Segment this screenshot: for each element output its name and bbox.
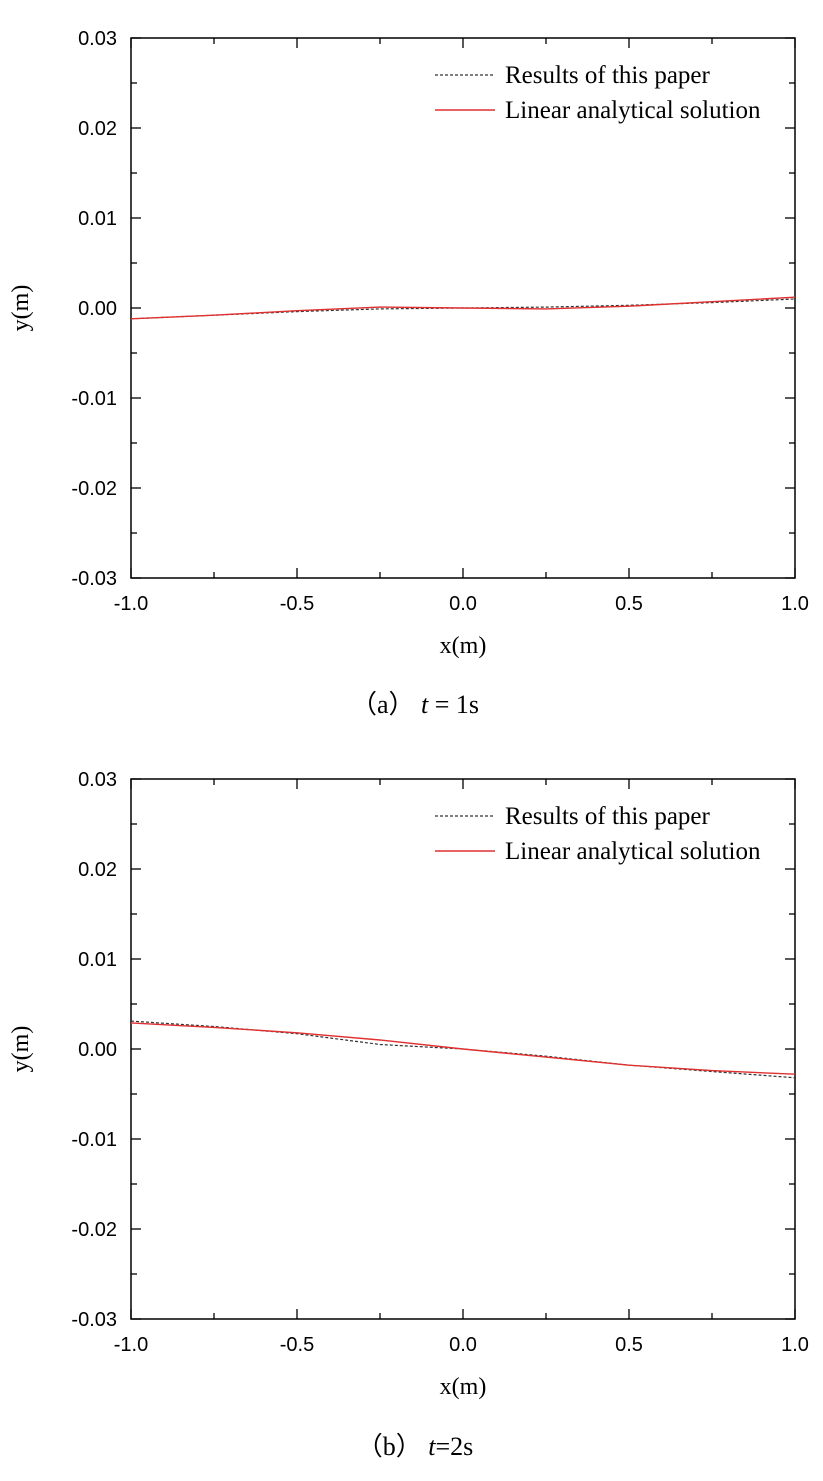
series-line-linear-analytical-solution [130, 1022, 796, 1075]
chart-panel-b: -1.0 -0.5 0.0 0.5 1.0 0.03 0.02 0.01 0.00 -0.01 -0… [8, 769, 809, 1461]
x-tick-label: 0.0 [449, 593, 477, 615]
y-tick-label: 0.03 [78, 28, 117, 50]
y-tick-label: -0.01 [71, 1129, 117, 1151]
x-tick-label: 1.0 [781, 1334, 809, 1356]
y-tick-label: -0.01 [71, 388, 117, 410]
x-tick-label: 1.0 [781, 593, 809, 615]
y-tick-label: 0.02 [78, 118, 117, 140]
legend-label: Linear analytical solution [505, 97, 761, 124]
y-tick-label: -0.03 [71, 1309, 117, 1331]
series-line-linear-analytical-solution [130, 296, 796, 320]
y-tick-label: 0.01 [78, 949, 117, 971]
y-tick-label: -0.02 [71, 478, 117, 500]
x-tick-label: -1.0 [114, 1334, 148, 1356]
x-tick-label: 0.0 [449, 1334, 477, 1356]
legend-label: Linear analytical solution [505, 838, 761, 865]
y-tick-label: -0.03 [71, 568, 117, 590]
y-tick-label: 0.00 [78, 1039, 117, 1061]
y-tick-label: 0.03 [78, 769, 117, 791]
x-tick-label: -0.5 [280, 593, 314, 615]
x-tick-label: -0.5 [280, 1334, 314, 1356]
y-tick-label: 0.01 [78, 208, 117, 230]
y-axis-label: y(m) [8, 1026, 34, 1073]
y-tick-label: 0.00 [78, 298, 117, 320]
panel-caption: （b） t=2s [357, 1432, 474, 1461]
x-tick-label: 0.5 [615, 1334, 643, 1356]
panel-caption: （a） t = 1s [351, 690, 479, 719]
x-tick-label: 0.5 [615, 593, 643, 615]
y-axis-label: y(m) [8, 285, 34, 332]
legend-label: Results of this paper [505, 62, 711, 89]
x-axis-label: x(m) [440, 633, 487, 659]
x-tick-label: -1.0 [114, 593, 148, 615]
legend-label: Results of this paper [505, 803, 711, 830]
x-axis-label: x(m) [440, 1374, 487, 1400]
y-tick-label: -0.02 [71, 1219, 117, 1241]
y-tick-label: 0.02 [78, 859, 117, 881]
chart-panel-a: -1.0 -0.5 0.0 0.5 1.0 0.03 0.02 0.01 0.00 -0.01 -0… [8, 28, 809, 719]
